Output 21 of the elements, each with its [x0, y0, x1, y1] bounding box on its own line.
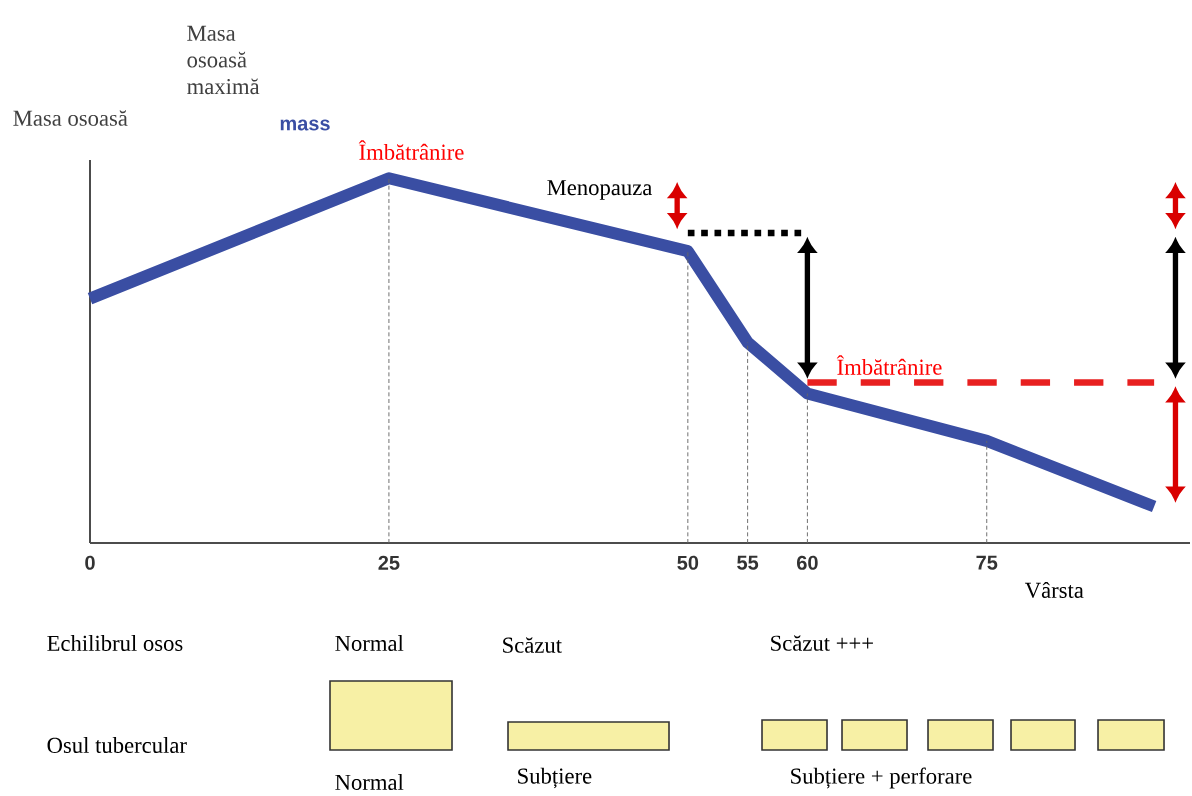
text: Echilibrul osos — [47, 635, 183, 651]
text: Masa osoasă maximă — [187, 25, 260, 95]
x-tick-label: 55 — [737, 555, 759, 570]
x-tick-label: 50 — [677, 555, 699, 570]
x-tick-label: 60 — [797, 555, 818, 570]
x-tick-label: 25 — [378, 555, 400, 570]
text: Scăzut +++ — [771, 635, 873, 651]
text: Normal — [335, 635, 404, 651]
text: Scăzut — [503, 637, 562, 653]
text: Osul tubercular — [47, 737, 187, 753]
text: Îmbătrânire — [358, 140, 464, 160]
text: Normal — [335, 774, 404, 790]
text: Subțiere — [518, 767, 592, 789]
annotation: Îmbătrânire — [836, 355, 942, 375]
annotation: Menopauza — [547, 180, 653, 200]
x-tick-label: 75 — [976, 555, 998, 570]
text: Subțiere + perforare — [791, 767, 972, 789]
x-tick-label: 0 — [85, 555, 95, 570]
text: mass — [280, 119, 330, 131]
y-axis-title: Masa osoasă — [13, 110, 128, 126]
x-axis-title: Vârsta — [1024, 581, 1084, 599]
